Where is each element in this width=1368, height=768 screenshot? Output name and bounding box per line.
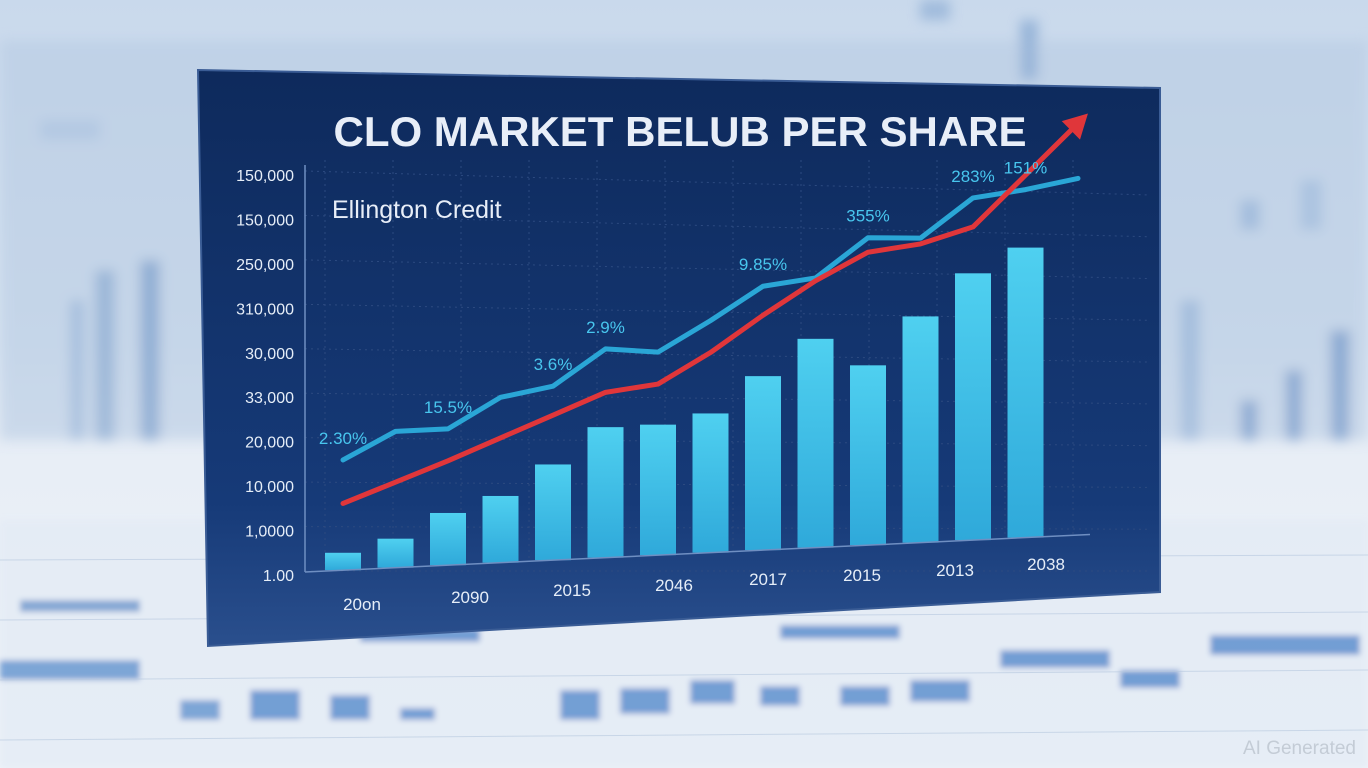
y-tick-label: 310,000 xyxy=(236,301,294,318)
line-series-cyan xyxy=(340,175,1081,463)
bar xyxy=(850,365,886,546)
y-tick-label: 30,000 xyxy=(245,346,294,363)
y-tick-label: 10,000 xyxy=(245,479,294,496)
bar xyxy=(1007,247,1044,538)
data-label: 151% xyxy=(1004,159,1047,178)
x-tick-label: 2046 xyxy=(655,576,693,595)
bar xyxy=(745,376,781,551)
bar xyxy=(325,552,361,571)
x-tick-label: 2038 xyxy=(1027,555,1065,574)
x-tick-label: 2090 xyxy=(451,588,489,607)
bar xyxy=(640,424,676,556)
data-label: 355% xyxy=(846,207,889,226)
chart-subtitle: Ellington Credit xyxy=(332,196,502,224)
x-tick-label: 2015 xyxy=(553,581,591,600)
data-label: 2.9% xyxy=(586,318,625,337)
x-tick-label: 2017 xyxy=(749,570,787,589)
y-tick-label: 20,000 xyxy=(245,435,294,452)
y-tick-label: 250,000 xyxy=(236,257,294,274)
y-tick-label: 150,000 xyxy=(236,212,294,229)
y-tick-label: 1,0000 xyxy=(245,524,294,541)
bar xyxy=(797,338,834,548)
data-labels: 2.30% 15.5% 3.6% 2.9% 9.85% 355% 283% 151% xyxy=(319,159,1047,448)
y-tick-label: 1.00 xyxy=(263,568,294,585)
data-label: 3.6% xyxy=(534,355,573,374)
trend-arrowhead xyxy=(1061,113,1088,140)
line-series xyxy=(340,113,1088,506)
x-axis xyxy=(304,533,1091,573)
bar xyxy=(955,273,991,541)
bar xyxy=(587,427,624,558)
bar xyxy=(430,512,466,566)
bar xyxy=(377,538,414,568)
data-label: 15.5% xyxy=(424,398,472,417)
bar xyxy=(535,464,571,561)
x-tick-label: 2013 xyxy=(936,561,974,580)
data-label: 9.85% xyxy=(739,255,787,274)
x-tick-label: 20on xyxy=(343,595,381,614)
bar xyxy=(692,413,729,553)
chart-title: CLO MARKET BELUB PER SHARE xyxy=(333,108,1026,155)
data-label: 2.30% xyxy=(319,429,367,448)
bars xyxy=(325,247,1044,571)
axes: 150,000 150,000 250,000 310,000 30,000 33,000… xyxy=(236,165,1091,614)
bar xyxy=(902,316,939,543)
ai-generated-watermark: AI Generated xyxy=(1242,738,1356,759)
x-tick-label: 2015 xyxy=(843,566,881,585)
y-tick-label: 150,000 xyxy=(236,168,294,185)
y-tick-label: 33,000 xyxy=(245,390,294,407)
line-series-red xyxy=(340,120,1081,506)
data-label: 283% xyxy=(951,167,994,186)
bar xyxy=(482,495,519,563)
